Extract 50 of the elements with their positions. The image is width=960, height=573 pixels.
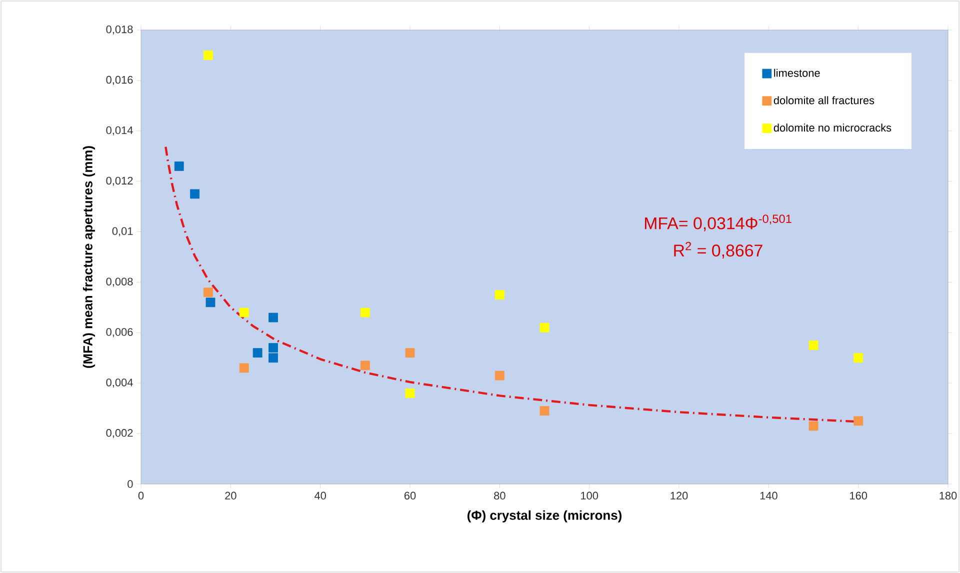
legend-label: limestone [774, 68, 820, 77]
y-tick-label: 0,018 [106, 25, 133, 35]
point [268, 353, 278, 363]
x-tick-label: 40 [314, 492, 326, 500]
legend-label: dolomite no microcracks [774, 124, 892, 132]
point [405, 388, 415, 398]
y-tick-label: 0 [128, 480, 133, 488]
x-tick-label: 100 [581, 492, 598, 500]
legend-label: dolomite all fractures [774, 96, 874, 104]
x-tick-label: 80 [494, 492, 506, 500]
x-tick-label: 0 [138, 492, 144, 500]
point [206, 298, 216, 308]
y-tick-label: 0,014 [106, 126, 133, 136]
y-axis-title: (MFA) mean fracture apertures (mm) [82, 146, 95, 368]
y-tick-label: 0,008 [106, 278, 133, 287]
point [360, 308, 370, 318]
point [808, 421, 818, 431]
x-tick-label: 20 [225, 492, 236, 500]
point [808, 340, 818, 350]
point [494, 370, 504, 380]
y-tick-label: 0,012 [106, 176, 133, 186]
point [252, 348, 262, 358]
point [360, 360, 370, 370]
point [405, 348, 415, 358]
point [190, 189, 200, 199]
x-tick-label: 140 [760, 492, 778, 500]
y-tick-label: 0,006 [106, 328, 133, 338]
point [204, 50, 213, 60]
point [854, 353, 864, 363]
point [239, 363, 249, 373]
point [174, 161, 184, 171]
y-tick-label: 0,002 [106, 429, 133, 438]
x-tick-label: 60 [404, 492, 416, 500]
y-tick-label: 0,004 [106, 378, 133, 388]
point [268, 312, 278, 322]
point [540, 406, 550, 416]
x-tick-label: 120 [670, 492, 688, 500]
x-axis-title: (Φ) crystal size (microns) [467, 510, 622, 522]
annotation: MFA= 0,0314Φ$^{-0,501}$ [644, 214, 792, 232]
y-tick-label: 0,016 [106, 76, 133, 85]
point [268, 343, 278, 352]
point [854, 416, 864, 426]
point [540, 322, 550, 332]
point [239, 308, 249, 318]
annotation: R$^{2}$ = 0,8667 [674, 242, 762, 259]
x-tick-label: 180 [940, 492, 957, 500]
point [494, 290, 504, 300]
point [204, 288, 213, 298]
y-tick-label: 0,01 [112, 227, 133, 236]
x-tick-label: 160 [850, 492, 868, 500]
